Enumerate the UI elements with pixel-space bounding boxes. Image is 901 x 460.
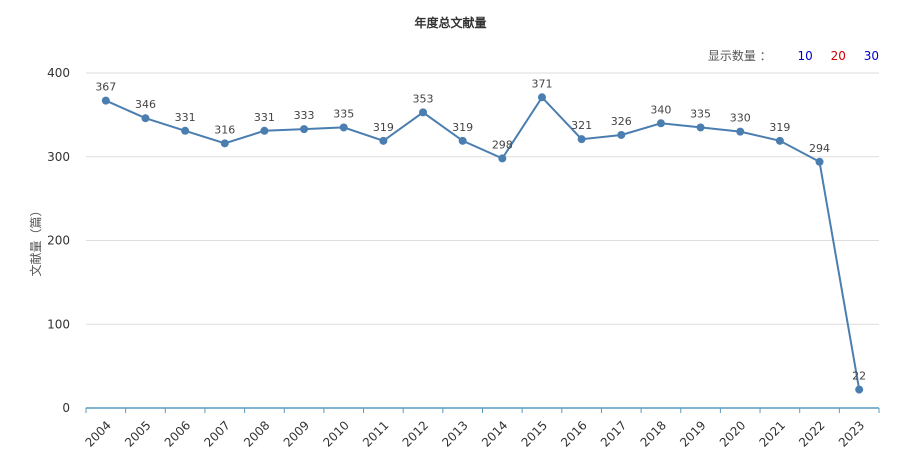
x-tick-label: 2013	[439, 418, 470, 449]
data-point	[775, 136, 784, 145]
y-tick-label: 0	[62, 401, 70, 415]
x-tick-label: 2014	[479, 418, 510, 449]
x-tick-label: 2008	[241, 418, 272, 449]
x-tick-label: 2019	[677, 418, 708, 449]
y-tick-label: 300	[47, 150, 70, 164]
data-point	[141, 114, 150, 123]
display-count-option-20[interactable]: 20	[830, 49, 846, 63]
display-count-label: 显示数量 ：	[707, 49, 772, 63]
data-point	[696, 123, 705, 132]
data-label: 331	[175, 111, 196, 124]
data-point	[458, 136, 467, 145]
x-tick-label: 2004	[82, 418, 113, 449]
x-tick-label: 2021	[756, 418, 787, 449]
data-point	[260, 126, 269, 135]
y-tick-label: 400	[47, 66, 70, 80]
display-count-option-30[interactable]: 30	[863, 49, 879, 63]
x-tick-label: 2009	[281, 418, 312, 449]
x-tick-label: 2017	[598, 418, 629, 449]
x-tick-label: 2006	[162, 418, 193, 449]
data-point	[656, 119, 665, 128]
data-label: 330	[730, 112, 751, 125]
data-point	[577, 135, 586, 144]
x-tick-label: 2015	[519, 418, 550, 449]
data-label: 319	[452, 121, 473, 134]
data-point	[101, 96, 110, 105]
data-label: 367	[95, 81, 116, 94]
x-tick-label: 2012	[400, 418, 431, 449]
data-label: 321	[571, 119, 592, 132]
data-point	[617, 130, 626, 139]
series-line	[105, 95, 861, 390]
x-tick-label: 2010	[320, 418, 351, 449]
x-tick-label: 2007	[201, 418, 232, 449]
data-point	[220, 139, 229, 148]
data-point	[498, 154, 507, 163]
chart-title: 年度总文献量	[414, 16, 487, 30]
data-label: 340	[650, 103, 671, 116]
data-label: 319	[373, 121, 394, 134]
data-point	[537, 93, 546, 102]
data-label: 319	[769, 121, 790, 134]
y-tick-label: 100	[47, 317, 70, 331]
x-tick-label: 2020	[717, 418, 748, 449]
data-label: 294	[809, 142, 830, 155]
data-label: 298	[492, 138, 513, 151]
y-tick-label: 200	[47, 234, 70, 248]
data-label: 22	[852, 370, 866, 383]
data-point	[300, 125, 309, 134]
y-axis-label: 文献量（篇）	[28, 204, 43, 276]
data-label: 316	[214, 123, 235, 136]
data-point	[379, 136, 388, 145]
data-label: 331	[254, 111, 275, 124]
x-tick-label: 2018	[638, 418, 669, 449]
data-point	[815, 157, 824, 166]
data-label: 335	[690, 107, 711, 120]
display-count-option-10[interactable]: 10	[797, 49, 813, 63]
data-label: 326	[611, 115, 632, 128]
data-label: 333	[294, 109, 315, 122]
x-tick-label: 2022	[796, 418, 827, 449]
data-label: 371	[531, 77, 552, 90]
display-count-selector: 显示数量 ： 10 20 30	[708, 47, 879, 64]
data-label: 353	[413, 92, 434, 105]
x-tick-label: 2016	[558, 418, 589, 449]
x-tick-label: 2005	[122, 418, 153, 449]
data-label: 335	[333, 107, 354, 120]
data-point	[181, 126, 190, 135]
x-tick-label: 2023	[836, 418, 867, 449]
data-point	[855, 385, 864, 394]
data-point	[339, 123, 348, 132]
data-point	[419, 108, 428, 117]
x-tick-label: 2011	[360, 418, 391, 449]
data-point	[736, 127, 745, 136]
data-label: 346	[135, 98, 156, 111]
